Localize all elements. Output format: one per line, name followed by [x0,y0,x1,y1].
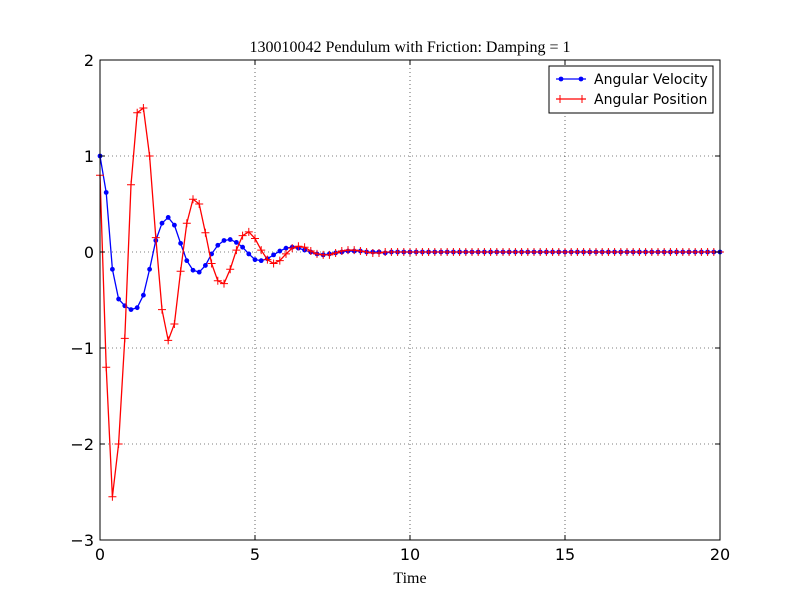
data-point-angular-position [195,200,204,208]
legend-marker-angular-velocity [578,76,584,82]
data-point-angular-velocity [240,244,246,250]
data-point-angular-velocity [258,258,264,264]
data-point-angular-position [331,248,340,257]
data-point-angular-position [176,267,185,276]
y-tick-label: −2 [70,435,94,454]
data-point-angular-position [213,276,222,285]
data-point-angular-velocity [141,292,146,298]
data-point-angular-position [325,250,334,259]
data-point-angular-position [244,227,253,236]
data-point-angular-velocity [271,252,276,258]
data-point-angular-velocity [165,215,171,220]
data-point-angular-position [201,228,210,237]
data-point-angular-velocity [246,251,252,257]
data-point-angular-velocity [110,266,115,272]
series-layer [96,104,724,501]
data-point-angular-position [300,243,309,252]
data-point-angular-position [350,246,359,255]
y-tick-label: −3 [70,531,94,550]
series-angular-position [96,104,724,501]
data-point-angular-velocity [252,257,258,263]
data-point-angular-position [269,259,278,268]
data-point-angular-velocity [178,240,184,246]
data-point-angular-velocity [147,266,153,272]
legend-marker-angular-position [556,95,586,103]
data-point-angular-position [226,265,235,274]
data-point-angular-position [145,152,154,160]
data-point-angular-velocity [227,237,233,242]
data-point-angular-velocity [215,242,221,248]
legend-label-angular-velocity: Angular Velocity [594,72,708,88]
data-point-angular-velocity [221,238,227,243]
data-point-angular-position [207,259,216,268]
data-point-angular-position [288,244,297,253]
legend-box [548,65,714,114]
data-point-angular-velocity [203,263,208,268]
data-point-angular-position [133,108,142,117]
data-point-angular-velocity [134,305,140,311]
y-tick-label: 1 [84,147,94,166]
y-tick-label: 2 [84,51,94,70]
data-point-angular-position [251,234,259,243]
x-tick-label: 5 [250,545,260,564]
x-tick-label: 0 [95,545,105,564]
data-point-angular-position [313,249,321,258]
x-tick-label: 10 [400,545,420,564]
data-point-angular-position [114,440,123,448]
data-point-angular-velocity [172,222,177,228]
data-point-angular-velocity [128,307,134,312]
data-point-angular-position [306,247,315,256]
data-point-angular-position [263,255,272,264]
legend: Angular Velocity Angular Position [548,65,714,114]
tick-marks [99,59,721,541]
data-point-angular-velocity [103,190,109,195]
data-point-angular-position [120,334,129,343]
data-point-angular-position [275,256,284,265]
y-tick-label: −1 [70,339,94,358]
legend-label-angular-position: Angular Position [594,92,707,108]
tick-labels: 0 5 10 15 20 −3 −2 −1 0 1 2 [70,51,730,564]
legend-marker-angular-velocity [558,76,564,82]
data-point-angular-position [158,305,166,314]
data-point-angular-position [127,180,135,189]
data-point-angular-position [337,247,346,256]
data-point-angular-velocity [184,258,190,264]
data-point-angular-velocity [234,240,239,245]
x-axis-label: Time [393,570,426,587]
data-point-angular-position [257,246,266,255]
chart-title: 130010042 Pendulum with Friction: Dampin… [249,39,570,56]
data-point-angular-position [238,231,247,240]
data-point-angular-position [170,320,179,328]
data-point-angular-position [139,104,148,112]
data-point-angular-position [151,233,160,242]
data-point-angular-position [164,336,173,345]
data-point-angular-velocity [116,296,121,302]
data-point-angular-position [282,249,290,258]
data-point-angular-position [102,363,111,372]
data-point-angular-position [362,248,371,256]
data-point-angular-position [294,242,303,251]
data-point-angular-velocity [159,220,165,226]
data-point-angular-position [108,492,117,501]
data-point-angular-position [356,247,365,256]
data-point-angular-velocity [196,269,202,275]
y-tick-label: 0 [84,243,94,262]
x-tick-label: 15 [555,545,575,564]
data-point-angular-position [189,195,197,204]
data-point-angular-position [375,248,383,257]
data-point-angular-velocity [190,267,196,273]
data-point-angular-velocity [277,248,283,254]
x-tick-label: 20 [710,545,730,564]
data-point-angular-velocity [283,245,289,251]
data-point-angular-position [232,246,241,255]
data-point-angular-position [220,279,228,288]
data-point-angular-position [182,219,191,228]
